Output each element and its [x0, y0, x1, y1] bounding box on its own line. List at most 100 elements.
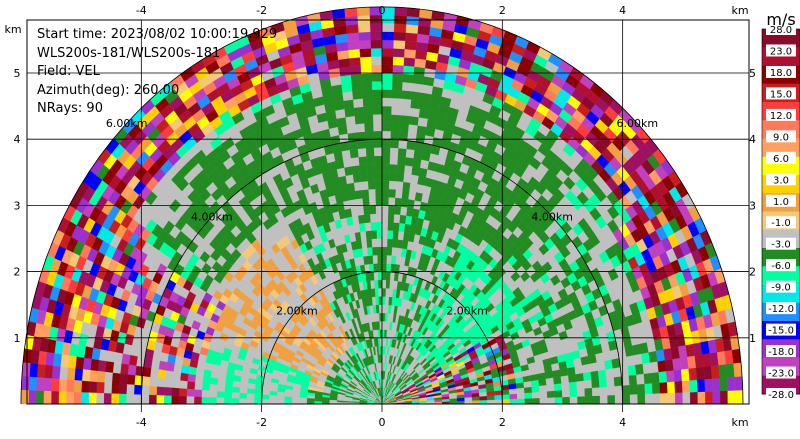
- velocity-gate: [209, 391, 217, 398]
- x-tick-label-bottom: 4: [619, 416, 626, 429]
- velocity-gate: [399, 123, 408, 132]
- velocity-gate: [510, 394, 518, 400]
- velocity-gate: [713, 391, 721, 404]
- velocity-gate: [81, 392, 89, 404]
- velocity-gate: [660, 382, 668, 393]
- velocity-gate: [371, 65, 382, 74]
- velocity-gate: [672, 358, 681, 370]
- velocity-gate: [392, 239, 398, 248]
- velocity-gate: [382, 23, 394, 32]
- velocity-gate: [406, 24, 419, 33]
- velocity-gate: [389, 172, 397, 181]
- velocity-gate: [397, 239, 403, 248]
- velocity-gate: [372, 73, 383, 81]
- velocity-gate: [262, 390, 270, 395]
- velocity-gate: [382, 247, 387, 255]
- velocity-gate: [104, 393, 112, 404]
- velocity-gate: [224, 392, 232, 398]
- velocity-gate: [382, 114, 391, 123]
- velocity-gate: [698, 392, 706, 404]
- colorbar-label: -9.0: [771, 283, 791, 294]
- velocity-gate: [194, 390, 202, 398]
- velocity-gate: [644, 373, 652, 384]
- velocity-gate: [391, 123, 400, 132]
- velocity-gate: [532, 392, 540, 398]
- velocity-gate: [675, 392, 683, 404]
- velocity-gate: [382, 288, 386, 296]
- velocity-gate: [389, 164, 397, 173]
- velocity-gate: [409, 116, 419, 126]
- velocity-gate: [630, 384, 638, 394]
- velocity-gate: [239, 393, 247, 399]
- velocity-gate: [382, 147, 390, 156]
- velocity-gate: [314, 399, 322, 402]
- nrays-text: NRays: 90: [37, 101, 103, 116]
- velocity-gate: [382, 40, 394, 49]
- start-time-text: Start time: 2023/08/02 10:00:19.929: [37, 27, 277, 42]
- velocity-gate: [218, 372, 226, 379]
- velocity-gate: [382, 255, 387, 263]
- velocity-gate: [97, 371, 105, 383]
- velocity-gate: [690, 380, 698, 392]
- velocity-gate: [247, 394, 255, 400]
- velocity-gate: [584, 380, 592, 389]
- velocity-gate: [562, 382, 570, 390]
- velocity-gate: [363, 106, 373, 115]
- velocity-gate: [382, 56, 393, 65]
- velocity-gate: [348, 49, 360, 58]
- velocity-gate: [269, 391, 277, 396]
- velocity-gate: [224, 398, 232, 404]
- velocity-gate: [711, 365, 720, 379]
- velocity-gate: [539, 385, 547, 392]
- velocity-gate: [44, 391, 52, 404]
- field-text: Field: VEL: [37, 64, 100, 79]
- velocity-gate: [382, 205, 388, 213]
- velocity-gate: [382, 123, 391, 132]
- velocity-gate: [209, 397, 217, 404]
- velocity-gate: [104, 372, 112, 383]
- velocity-gate: [607, 386, 615, 395]
- velocity-gate: [409, 183, 417, 192]
- velocity-gate: [465, 401, 473, 405]
- velocity-gate: [164, 379, 172, 388]
- velocity-gate: [577, 381, 585, 389]
- velocity-gate: [390, 139, 399, 148]
- velocity-gate: [385, 313, 388, 321]
- velocity-gate: [188, 367, 197, 376]
- velocity-gate: [418, 117, 428, 127]
- velocity-gate: [406, 141, 415, 150]
- velocity-gate: [352, 90, 363, 99]
- velocity-gate: [384, 330, 387, 338]
- velocity-gate: [403, 174, 411, 183]
- velocity-gate: [597, 361, 606, 371]
- velocity-gate: [240, 382, 248, 388]
- velocity-gate: [570, 397, 578, 405]
- velocity-gate: [638, 394, 646, 404]
- velocity-gate: [393, 48, 405, 57]
- velocity-gate: [660, 393, 668, 404]
- velocity-gate: [367, 172, 375, 181]
- velocity-gate: [203, 376, 211, 384]
- velocity-gate: [405, 41, 417, 50]
- velocity-gate: [372, 239, 378, 248]
- velocity-gate: [349, 141, 358, 150]
- y-tick-label-right: 2: [749, 266, 756, 279]
- velocity-gate: [387, 239, 393, 248]
- velocity-gate: [480, 400, 488, 404]
- colorbar-label: 23.0: [770, 46, 792, 57]
- velocity-gate: [373, 263, 378, 272]
- colorbar-label: 9.0: [773, 132, 789, 143]
- velocity-gate: [356, 198, 363, 207]
- colorbar-label: 18.0: [770, 68, 792, 79]
- velocity-gate: [157, 387, 165, 396]
- velocity-gate: [345, 16, 358, 25]
- velocity-gate: [547, 391, 555, 398]
- velocity-gate: [413, 67, 425, 77]
- velocity-gate: [194, 382, 202, 390]
- velocity-gate: [21, 390, 29, 404]
- velocity-gate: [355, 190, 363, 199]
- velocity-gate: [395, 256, 401, 265]
- velocity-gate: [361, 181, 369, 190]
- velocity-gate: [555, 390, 563, 397]
- velocity-gate: [392, 81, 402, 90]
